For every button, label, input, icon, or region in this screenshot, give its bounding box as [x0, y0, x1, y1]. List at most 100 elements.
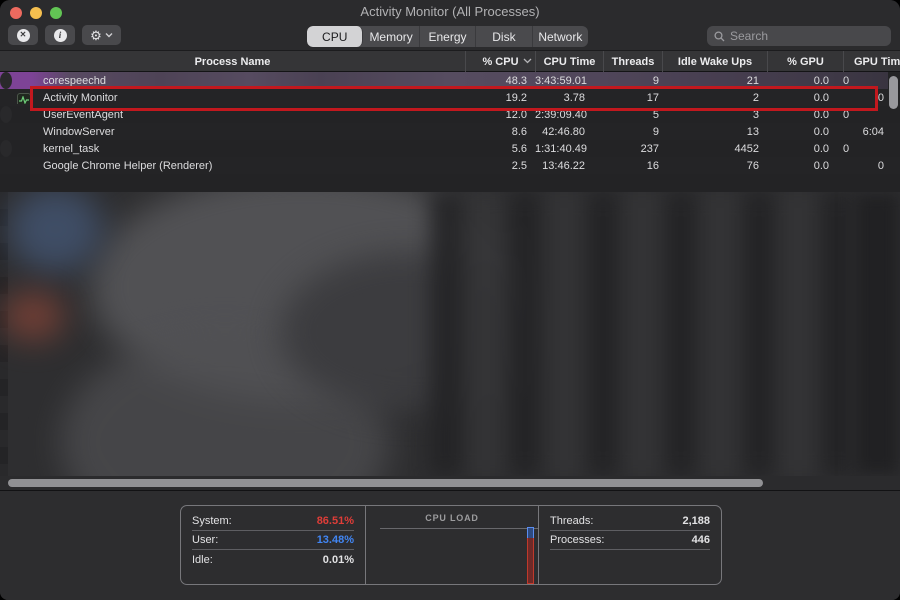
stat-processes: Processes: 446: [550, 531, 710, 550]
blurred-table-region: [0, 192, 900, 476]
idle-wake-ups-cell: 13: [746, 125, 759, 138]
red-highlight-annotation: [30, 86, 878, 111]
search-placeholder: Search: [730, 29, 769, 43]
quit-process-button[interactable]: ✕: [8, 25, 38, 45]
cpu-load-user-segment: [527, 527, 534, 538]
view-options-button[interactable]: ⚙: [82, 25, 121, 45]
tab-disk[interactable]: Disk: [476, 26, 533, 47]
process-name-cell: UserEventAgent: [43, 108, 124, 121]
cpu-time-cell: 2:39:09.40: [535, 108, 587, 121]
cpu-cell: 19.2: [505, 91, 527, 104]
threads-cell: 9: [652, 74, 659, 87]
column-header-idle-wake-ups[interactable]: Idle Wake Ups: [662, 51, 767, 72]
column-header-threads[interactable]: Threads: [603, 51, 662, 72]
table-header: Process Name % CPU CPU Time Threads Idle…: [0, 51, 900, 72]
footer-stats: System: 86.51% User: 13.48% Idle: 0.01% CPU L…: [0, 490, 900, 600]
window-title: Activity Monitor (All Processes): [360, 4, 540, 19]
process-row[interactable]: UserEventAgent 12.0 2:39:09.40 5 3 0.0 0: [0, 106, 849, 123]
horizontal-scrollbar[interactable]: [8, 479, 763, 487]
cpu-time-cell: 1:31:40.49: [535, 142, 587, 155]
gpu-time-cell: 0: [843, 142, 850, 155]
column-header-cpu-time[interactable]: CPU Time: [535, 51, 603, 72]
column-header-process-name[interactable]: Process Name: [194, 55, 271, 68]
stat-user: User: 13.48%: [192, 531, 354, 550]
stat-value: 86.51%: [316, 515, 354, 527]
traffic-lights: [10, 7, 62, 19]
stat-threads: Threads: 2,188: [550, 512, 710, 531]
gpu-cell: 0.0: [813, 159, 829, 172]
gpu-time-cell: 0: [877, 159, 884, 172]
process-name-cell: WindowServer: [43, 125, 115, 138]
process-row[interactable]: Google Chrome Helper (Renderer) 2.5 13:4…: [0, 157, 900, 174]
threads-cell: 9: [652, 125, 659, 138]
activity-monitor-app-icon: [17, 92, 31, 104]
blurred-selected-row[interactable]: [0, 72, 888, 90]
graph-axis-line: [380, 528, 538, 529]
inspect-process-button[interactable]: i: [45, 25, 75, 45]
threads-cell: 237: [640, 142, 659, 155]
vertical-scrollbar[interactable]: [889, 76, 898, 109]
cpu-time-cell: 42:46.80: [542, 125, 585, 138]
cpu-time-cell: 3:43:59.01: [535, 74, 587, 87]
process-table: corespeechd 48.3 3:43:59.01 9 21 0.0 0 A…: [0, 72, 900, 490]
horizontal-scrollbar-track: [0, 476, 900, 490]
cpu-stats-box: System: 86.51% User: 13.48% Idle: 0.01% CPU L…: [180, 505, 722, 585]
stat-value: 0.01%: [322, 553, 354, 566]
process-row[interactable]: Activity Monitor 19.2 3.78 17 2 0.0 0: [0, 89, 900, 106]
process-name-cell: corespeechd: [43, 74, 106, 87]
idle-wake-ups-cell: 2: [752, 91, 759, 104]
tab-network[interactable]: Network: [538, 29, 583, 44]
stat-value: 13.48%: [316, 534, 354, 546]
zoom-window-button[interactable]: [50, 7, 62, 19]
idle-wake-ups-cell: 3: [752, 108, 759, 121]
gpu-time-cell: 0: [843, 108, 850, 121]
cpu-cell: 48.3: [505, 74, 527, 87]
row-stripe-edge: [0, 192, 8, 476]
gear-icon: ⚙: [90, 27, 102, 43]
column-header-cpu[interactable]: % CPU: [465, 51, 535, 72]
stat-value: 2,188: [682, 515, 710, 527]
gpu-cell: 0.0: [813, 91, 829, 104]
cpu-cell: 2.5: [511, 159, 527, 172]
sort-descending-icon: [523, 58, 532, 64]
stat-label: Processes:: [550, 534, 605, 546]
process-row[interactable]: kernel_task 5.6 1:31:40.49 237 4452 0.0 …: [0, 140, 849, 157]
stat-idle: Idle: 0.01%: [192, 550, 354, 569]
idle-wake-ups-cell: 76: [746, 159, 759, 172]
cpu-load-section: CPU LOAD: [365, 506, 539, 584]
stat-label: Threads:: [550, 515, 594, 527]
search-input[interactable]: Search: [707, 26, 891, 46]
threads-cell: 16: [646, 159, 659, 172]
gpu-time-cell: 0: [843, 74, 850, 87]
idle-wake-ups-cell: 21: [746, 74, 759, 87]
cpu-time-cell: 13:46.22: [542, 159, 585, 172]
process-row[interactable]: corespeechd 48.3 3:43:59.01 9 21 0.0 0: [0, 72, 849, 89]
minimize-window-button[interactable]: [30, 7, 42, 19]
gpu-cell: 0.0: [813, 142, 829, 155]
stat-value: 446: [691, 534, 710, 546]
circle-info-icon: i: [53, 28, 67, 42]
tab-cpu[interactable]: CPU: [307, 26, 364, 47]
cpu-load-system-segment: [527, 538, 534, 584]
cpu-cell: 5.6: [511, 142, 527, 155]
gpu-cell: 0.0: [813, 125, 829, 138]
stat-label: User:: [192, 534, 219, 546]
tab-memory[interactable]: Memory: [363, 26, 420, 47]
threads-cell: 17: [646, 91, 659, 104]
cpu-cell: 8.6: [511, 125, 527, 138]
gpu-time-cell: 6:04: [862, 125, 884, 138]
idle-wake-ups-cell: 4452: [734, 142, 759, 155]
chevron-down-icon: [105, 33, 113, 38]
column-header-gpu-time[interactable]: GPU Tim: [843, 51, 900, 72]
cpu-usage-section: System: 86.51% User: 13.48% Idle: 0.01%: [181, 506, 365, 584]
stat-label: Idle:: [192, 553, 213, 566]
column-header-gpu[interactable]: % GPU: [767, 51, 843, 72]
counts-section: Threads: 2,188 Processes: 446: [539, 506, 721, 584]
close-window-button[interactable]: [10, 7, 22, 19]
gpu-time-cell: 0: [877, 91, 884, 104]
process-row[interactable]: WindowServer 8.6 42:46.80 9 13 0.0 6:04: [0, 123, 900, 140]
toolbar: ✕ i ⚙ CPU Memory Energy Disk Network Search: [0, 22, 900, 51]
process-name-cell: kernel_task: [43, 142, 100, 155]
tab-energy[interactable]: Energy: [420, 26, 477, 47]
